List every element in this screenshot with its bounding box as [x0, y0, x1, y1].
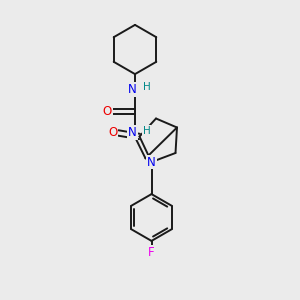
- Text: H: H: [142, 125, 150, 136]
- Text: N: N: [128, 83, 137, 96]
- Text: N: N: [128, 126, 137, 140]
- Text: F: F: [148, 246, 155, 259]
- Text: O: O: [108, 126, 117, 140]
- Text: H: H: [142, 82, 150, 92]
- Text: O: O: [103, 105, 112, 118]
- Text: N: N: [147, 155, 156, 169]
